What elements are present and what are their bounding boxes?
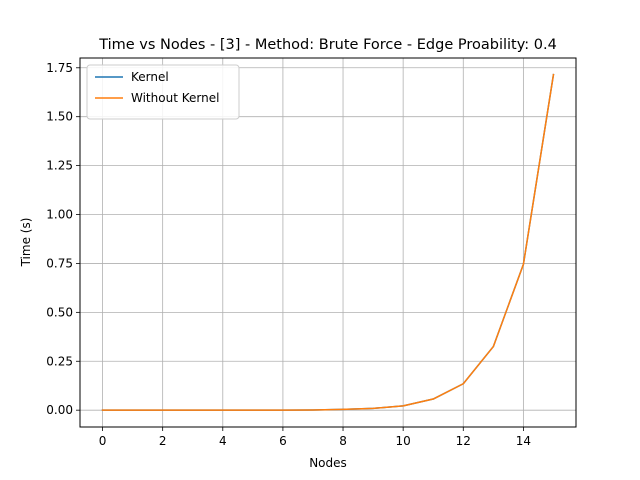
y-tick-label: 0.25 xyxy=(46,354,73,368)
x-tick-label: 10 xyxy=(396,434,411,448)
y-axis-label: Time (s) xyxy=(19,218,33,268)
x-tick-label: 6 xyxy=(279,434,287,448)
y-tick-label: 1.00 xyxy=(46,208,73,222)
series-layer xyxy=(101,73,555,411)
y-tick-label: 0.00 xyxy=(46,403,73,417)
y-tick-label: 1.75 xyxy=(46,61,73,75)
x-axis-ticks: 0 2 4 6 8 10 12 14 xyxy=(99,427,531,448)
x-tick-label: 12 xyxy=(456,434,471,448)
chart-title: Time vs Nodes - [3] - Method: Brute Forc… xyxy=(98,37,557,53)
x-tick-label: 0 xyxy=(99,434,107,448)
y-tick-label: 1.25 xyxy=(46,159,73,173)
series-line-1 xyxy=(101,73,555,411)
x-tick-label: 4 xyxy=(219,434,227,448)
legend: Kernel Without Kernel xyxy=(86,64,240,120)
x-tick-label: 8 xyxy=(339,434,347,448)
y-tick-label: 1.50 xyxy=(46,110,73,124)
y-tick-label: 0.75 xyxy=(46,256,73,270)
x-tick-label: 2 xyxy=(159,434,167,448)
legend-box xyxy=(86,64,240,120)
plot-frame xyxy=(79,57,577,428)
y-axis-ticks: 0.00 0.25 0.50 0.75 1.00 1.25 1.50 1.75 xyxy=(46,61,80,417)
legend-label-1: Without Kernel xyxy=(131,91,219,105)
x-axis-label: Nodes xyxy=(309,456,347,470)
y-tick-label: 0.50 xyxy=(46,305,73,319)
legend-label-0: Kernel xyxy=(131,70,169,84)
x-tick-label: 14 xyxy=(516,434,531,448)
